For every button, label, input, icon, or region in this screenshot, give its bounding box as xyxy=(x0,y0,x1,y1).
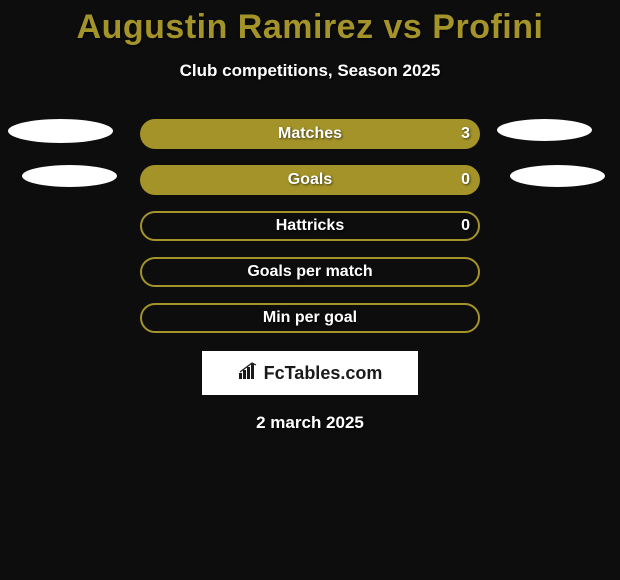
stats-container: Matches3Goals0Hattricks0Goals per matchM… xyxy=(0,119,620,333)
stat-row: Matches3 xyxy=(0,119,620,149)
stat-row: Min per goal xyxy=(0,303,620,333)
stat-row: Hattricks0 xyxy=(0,211,620,241)
page-title: Augustin Ramirez vs Profini xyxy=(0,0,620,47)
stat-row: Goals0 xyxy=(0,165,620,195)
stat-label: Matches xyxy=(140,119,480,149)
chart-icon xyxy=(238,362,260,385)
stat-value: 0 xyxy=(461,165,470,195)
stat-value: 3 xyxy=(461,119,470,149)
stat-value: 0 xyxy=(461,211,470,241)
brand-logo: FcTables.com xyxy=(202,351,418,395)
date-label: 2 march 2025 xyxy=(0,413,620,433)
stat-row: Goals per match xyxy=(0,257,620,287)
stat-label: Goals xyxy=(140,165,480,195)
subtitle: Club competitions, Season 2025 xyxy=(0,61,620,81)
stat-label: Min per goal xyxy=(140,303,480,333)
stat-label: Hattricks xyxy=(140,211,480,241)
stat-label: Goals per match xyxy=(140,257,480,287)
brand-text: FcTables.com xyxy=(264,363,383,384)
